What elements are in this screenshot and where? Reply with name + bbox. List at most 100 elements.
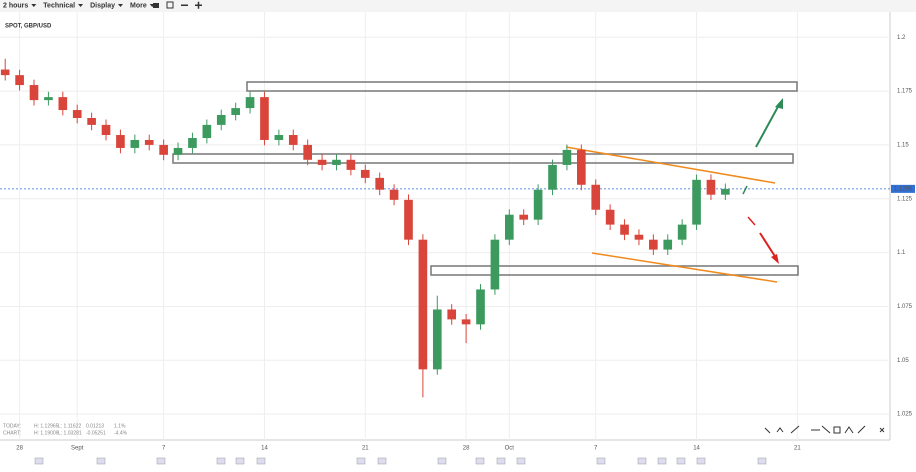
candle-body xyxy=(605,209,615,225)
candle-body xyxy=(591,184,601,210)
candle-body xyxy=(317,159,327,165)
y-tick-label: 1.125 xyxy=(897,196,913,202)
x-tick-label: 7 xyxy=(162,446,166,452)
arrow-head xyxy=(775,98,783,109)
x-tick-label: 21 xyxy=(362,446,369,452)
candle-body xyxy=(418,239,428,370)
candle-body xyxy=(663,239,673,250)
toolbar: 2 hours Technical Display More xyxy=(3,2,155,9)
candle-body xyxy=(533,189,543,220)
candle-body xyxy=(461,319,471,325)
x-tick-label: 14 xyxy=(261,446,268,452)
arrow[interactable] xyxy=(755,102,781,148)
tool-icons[interactable] xyxy=(764,425,866,434)
candle-body xyxy=(15,75,24,86)
y-tick-label: 1.175 xyxy=(897,89,913,95)
candle-body xyxy=(303,144,312,160)
y-tick-label: 1.025 xyxy=(897,412,913,418)
candle-body xyxy=(706,179,716,195)
x-tick-label: 7 xyxy=(594,446,598,452)
candle-body xyxy=(692,179,701,225)
candle-body xyxy=(44,97,53,101)
candle-body xyxy=(29,85,39,101)
y-tick-label: 1.1 xyxy=(897,250,906,256)
candle-body xyxy=(159,144,168,155)
zone-box[interactable] xyxy=(172,153,794,164)
toolbar-menu[interactable]: Display xyxy=(90,2,115,9)
dropdown-caret xyxy=(78,4,84,7)
open-icon[interactable] xyxy=(153,3,159,8)
stat-text: L: 1.03281 xyxy=(58,430,82,436)
drawings xyxy=(172,81,799,283)
candle-body xyxy=(476,289,485,325)
stat-text: L: 1.11622 xyxy=(58,423,81,429)
candle-body xyxy=(375,177,385,190)
x-tick-label: Sept xyxy=(71,446,84,452)
zone-box[interactable] xyxy=(430,265,799,276)
candle-body xyxy=(216,114,226,125)
stat-text: TODAY: xyxy=(3,423,21,429)
candle-body xyxy=(130,139,140,148)
arrow-head xyxy=(771,254,779,264)
save-icon[interactable] xyxy=(166,1,174,9)
y-tick-label: 1.05 xyxy=(897,358,909,364)
candle-body xyxy=(504,214,514,240)
zone-box[interactable] xyxy=(246,81,798,92)
event-flags xyxy=(34,457,767,465)
dropdown-caret xyxy=(31,4,37,7)
candle-body xyxy=(245,97,255,109)
candle-body xyxy=(260,97,269,140)
toolbar-bg xyxy=(0,0,916,12)
candle-body xyxy=(562,149,572,165)
arrow[interactable] xyxy=(759,232,777,259)
trend-line[interactable] xyxy=(565,146,776,184)
zoom-in[interactable] xyxy=(195,1,202,9)
close-icon[interactable] xyxy=(879,427,885,433)
toolbar-menu[interactable]: More xyxy=(130,2,147,9)
candle-body xyxy=(231,108,240,115)
candle-body xyxy=(721,188,730,195)
toolbar-menu[interactable]: Technical xyxy=(43,2,75,9)
x-tick-label: 21 xyxy=(794,446,801,452)
arrow[interactable] xyxy=(747,216,756,226)
candle-body xyxy=(274,135,284,140)
chart-title: SPOT, GBP/USD xyxy=(5,24,52,30)
candle-body xyxy=(101,124,111,136)
candle-body xyxy=(144,139,154,145)
candle-body xyxy=(288,135,298,145)
zoom-out[interactable] xyxy=(181,4,188,7)
x-tick-label: 14 xyxy=(693,446,700,452)
trend-line[interactable] xyxy=(591,252,778,283)
dropdown-caret xyxy=(117,4,123,7)
toolbar-icons xyxy=(153,1,202,9)
x-tick-label: 28 xyxy=(463,446,470,452)
candle-body xyxy=(519,214,529,220)
candle-body xyxy=(87,118,96,125)
toolbar-menu[interactable]: 2 hours xyxy=(3,2,28,9)
stat-text: H: 1.19009 xyxy=(34,430,59,436)
stat-text: CHART: xyxy=(3,430,21,436)
candle-body xyxy=(332,159,341,165)
y-tick-label: 1.2 xyxy=(897,35,906,41)
candle-body xyxy=(548,164,557,190)
candle-body xyxy=(173,147,183,155)
candle-body xyxy=(649,239,658,250)
y-tick-label: 1.075 xyxy=(897,304,913,310)
candle-body xyxy=(432,309,442,370)
candle-body xyxy=(346,159,356,170)
y-tick-label: 1.15 xyxy=(897,143,909,149)
candle-body xyxy=(188,138,197,148)
candle-body xyxy=(202,124,212,139)
stat-text: -0.05251 xyxy=(86,430,106,436)
candle-body xyxy=(490,239,500,290)
candle-body xyxy=(620,224,629,235)
candle-body xyxy=(58,97,68,111)
candle-body xyxy=(404,199,413,240)
candle-body xyxy=(116,135,125,148)
candle-body xyxy=(577,149,586,185)
stat-text: H: 1.12965 xyxy=(34,423,59,429)
candle-body xyxy=(389,189,399,200)
stats: TODAY: H: 1.12965 L: 1.11622 0.01213 1.1% CHA… xyxy=(3,423,128,436)
arrow[interactable] xyxy=(742,185,748,195)
